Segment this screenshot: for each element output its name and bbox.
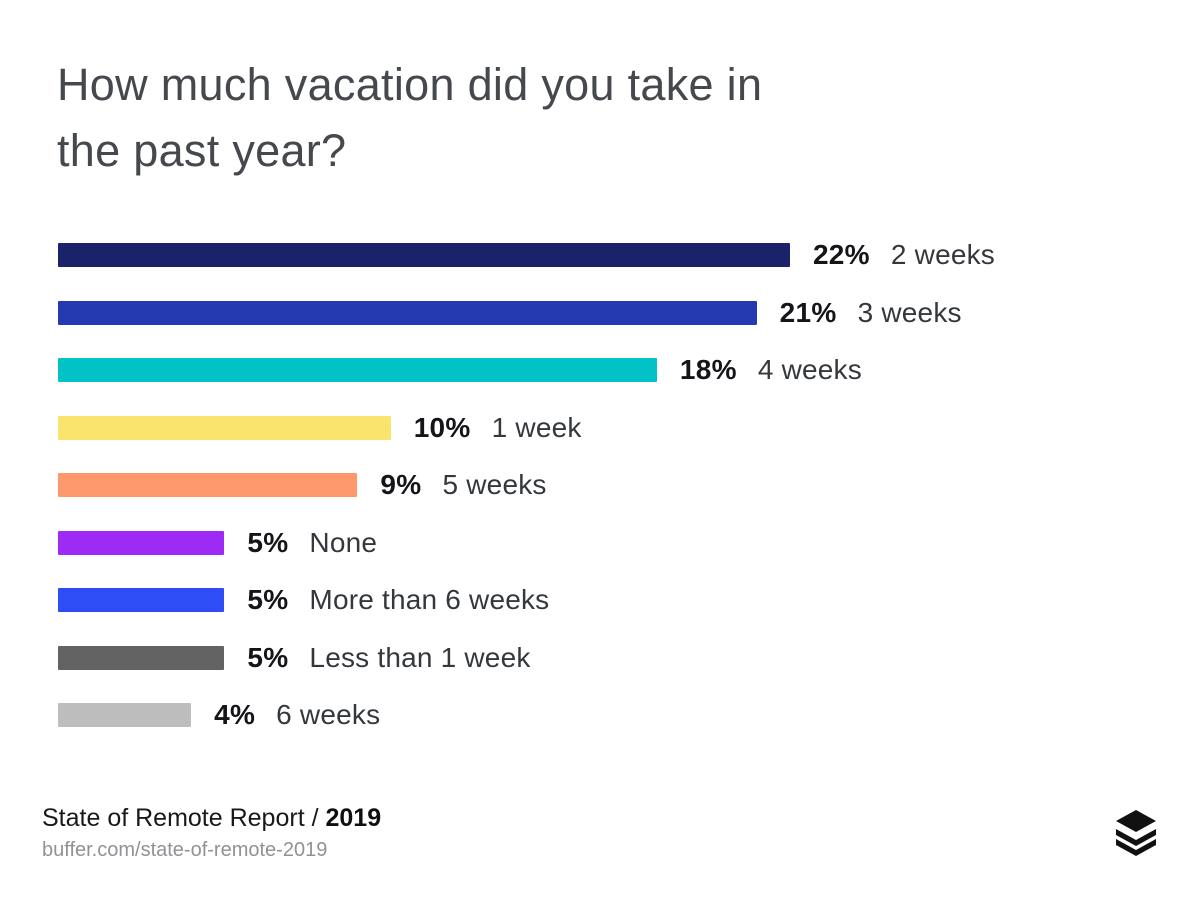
- bar-row: 22% 2 weeks: [58, 239, 995, 270]
- bar-chart: 22% 2 weeks 21% 3 weeks 18% 4 weeks 10% 1 week 9…: [58, 239, 995, 730]
- bar-value-label: 5%: [247, 584, 289, 615]
- bar-category-label: 1 week: [491, 411, 582, 443]
- bar: [58, 703, 192, 727]
- bar-category-label: 4 weeks: [757, 354, 862, 385]
- chart-title-line1: How much vacation did you take in: [57, 59, 763, 110]
- report-title-year: 2019: [325, 804, 382, 832]
- bar-category-label: 2 weeks: [890, 239, 996, 270]
- bar-category-label: Less than 1 week: [309, 641, 531, 673]
- bar-category-label: 6 weeks: [276, 699, 381, 730]
- report-title-label: State of Remote Report /: [42, 804, 326, 832]
- bar: [58, 473, 358, 497]
- bar-row: 5% None: [58, 527, 995, 558]
- bar-row: 5% More than 6 weeks: [58, 584, 995, 615]
- bar: [58, 645, 225, 670]
- bar-row: 4% 6 weeks: [58, 699, 995, 730]
- bar-row: 21% 3 weeks: [58, 297, 995, 328]
- footer: State of Remote Report / 2019 buffer.com…: [42, 803, 381, 862]
- bar-value-label: 5%: [247, 526, 289, 558]
- bar-value-label: 5%: [247, 641, 289, 673]
- bar-value-label: 18%: [679, 354, 737, 385]
- bar-row: 10% 1 week: [58, 412, 995, 443]
- bar: [58, 243, 790, 267]
- buffer-logo-icon: [1116, 810, 1156, 856]
- bar: [58, 588, 225, 612]
- bar-category-label: 3 weeks: [857, 296, 962, 328]
- bar: [58, 530, 225, 555]
- bar-value-label: 4%: [214, 699, 256, 730]
- bar-value-label: 9%: [380, 469, 422, 500]
- chart-title-line2: the past year?: [57, 125, 347, 176]
- report-url: buffer.com/state-of-remote-2019: [42, 839, 328, 861]
- bar-row: 9% 5 weeks: [58, 469, 995, 500]
- report-title: State of Remote Report / 2019: [42, 803, 381, 833]
- bar-category-label: 5 weeks: [442, 469, 547, 500]
- chart-title: How much vacation did you take in the pas…: [57, 52, 762, 184]
- bar-value-label: 22%: [812, 239, 870, 270]
- bar-row: 5% Less than 1 week: [58, 642, 995, 673]
- bar: [58, 358, 657, 382]
- bar-category-label: None: [309, 526, 378, 558]
- bar-value-label: 10%: [413, 411, 471, 443]
- bar: [58, 415, 391, 440]
- bar: [58, 300, 757, 325]
- bar-category-label: More than 6 weeks: [309, 584, 550, 615]
- bar-row: 18% 4 weeks: [58, 354, 995, 385]
- bar-value-label: 21%: [779, 296, 837, 328]
